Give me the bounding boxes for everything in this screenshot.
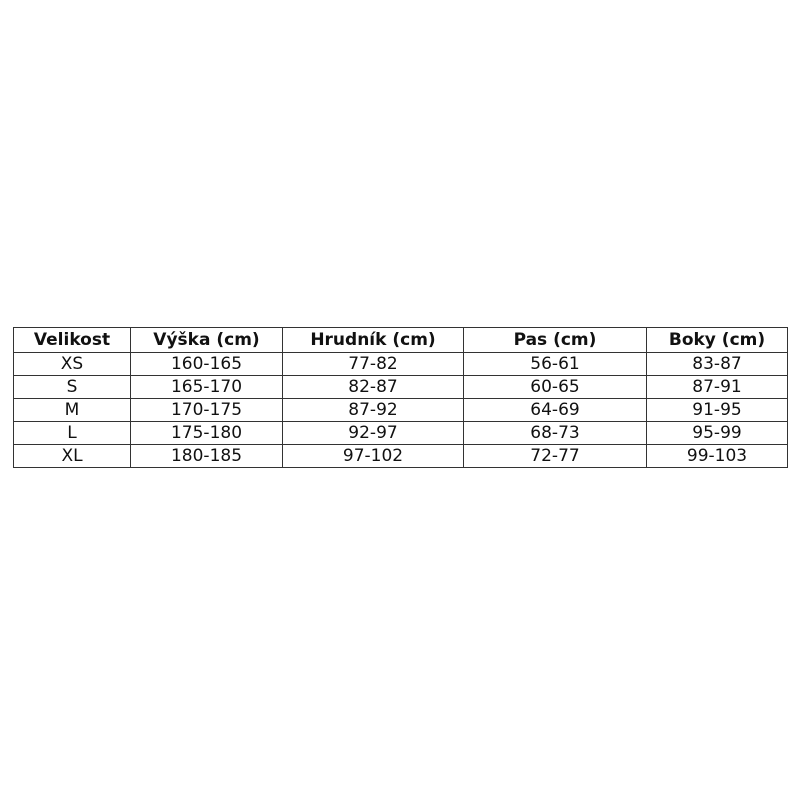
size-chart-table: Velikost Výška (cm) Hrudník (cm) Pas (cm… [13, 327, 788, 468]
cell-height: 160-165 [130, 352, 283, 376]
cell-size: M [13, 398, 131, 422]
header-row: Velikost Výška (cm) Hrudník (cm) Pas (cm… [13, 327, 788, 353]
table-row: M 170-175 87-92 64-69 91-95 [13, 398, 788, 422]
cell-height: 175-180 [130, 421, 283, 445]
header-height: Výška (cm) [130, 327, 283, 353]
cell-waist: 68-73 [463, 421, 647, 445]
cell-height: 170-175 [130, 398, 283, 422]
cell-chest: 92-97 [282, 421, 464, 445]
table-row: XL 180-185 97-102 72-77 99-103 [13, 444, 788, 468]
cell-waist: 72-77 [463, 444, 647, 468]
cell-height: 165-170 [130, 375, 283, 399]
table-row: L 175-180 92-97 68-73 95-99 [13, 421, 788, 445]
cell-waist: 56-61 [463, 352, 647, 376]
cell-hips: 83-87 [646, 352, 788, 376]
header-waist: Pas (cm) [463, 327, 647, 353]
cell-size: XS [13, 352, 131, 376]
cell-chest: 82-87 [282, 375, 464, 399]
header-hips: Boky (cm) [646, 327, 788, 353]
cell-chest: 87-92 [282, 398, 464, 422]
cell-hips: 91-95 [646, 398, 788, 422]
table-row: S 165-170 82-87 60-65 87-91 [13, 375, 788, 399]
cell-size: L [13, 421, 131, 445]
cell-hips: 95-99 [646, 421, 788, 445]
cell-waist: 60-65 [463, 375, 647, 399]
cell-size: XL [13, 444, 131, 468]
cell-hips: 87-91 [646, 375, 788, 399]
cell-chest: 97-102 [282, 444, 464, 468]
table-row: XS 160-165 77-82 56-61 83-87 [13, 352, 788, 376]
cell-size: S [13, 375, 131, 399]
header-size: Velikost [13, 327, 131, 353]
cell-height: 180-185 [130, 444, 283, 468]
header-chest: Hrudník (cm) [282, 327, 464, 353]
cell-chest: 77-82 [282, 352, 464, 376]
cell-waist: 64-69 [463, 398, 647, 422]
cell-hips: 99-103 [646, 444, 788, 468]
